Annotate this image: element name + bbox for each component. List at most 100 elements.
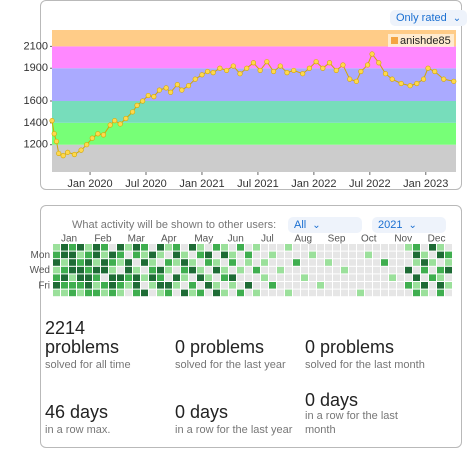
activity-cell (421, 282, 428, 289)
activity-cell (253, 274, 260, 281)
activity-cell (405, 289, 412, 297)
activity-cell (421, 259, 428, 266)
activity-cell (125, 251, 132, 259)
stat-caption: solved for the last month (305, 359, 425, 371)
activity-cell (365, 244, 372, 251)
activity-cell (141, 244, 148, 251)
activity-cell (277, 274, 284, 281)
activity-cell (381, 244, 388, 251)
rating-point (264, 59, 270, 65)
activity-cell (397, 266, 404, 274)
rating-point (78, 147, 84, 153)
activity-cell (133, 289, 140, 297)
activity-cell (381, 274, 388, 281)
activity-cell (181, 259, 188, 266)
activity-cell (133, 244, 140, 251)
activity-cell (301, 282, 308, 289)
activity-cell (117, 251, 124, 259)
activity-cell (413, 274, 420, 281)
activity-cell (301, 251, 308, 259)
activity-cell (285, 266, 292, 274)
activity-cell (181, 274, 188, 281)
activity-cell (341, 289, 348, 297)
activity-cell (165, 274, 172, 281)
visibility-select[interactable]: All (288, 217, 362, 233)
stat-value: 0 days (305, 390, 359, 410)
day-label: Mon (31, 250, 50, 261)
rated-filter[interactable]: Only rated (390, 10, 468, 26)
rating-point (140, 98, 146, 104)
activity-cell (357, 244, 364, 251)
activity-cell (285, 289, 292, 297)
activity-cell (357, 282, 364, 289)
activity-cell (285, 244, 292, 251)
activity-cell (133, 282, 140, 289)
year-select[interactable]: 2021 (372, 217, 446, 233)
activity-cell (149, 282, 156, 289)
activity-cell (445, 244, 452, 251)
activity-cell (141, 251, 148, 259)
activity-cell (77, 251, 84, 259)
activity-cell (77, 282, 84, 289)
activity-cell (189, 251, 196, 259)
activity-cell (333, 289, 340, 297)
activity-cell (85, 259, 92, 266)
activity-cell (133, 274, 140, 281)
activity-cell (213, 251, 220, 259)
activity-cell (317, 266, 324, 274)
activity-cell (333, 266, 340, 274)
activity-cell (333, 274, 340, 281)
activity-cell (189, 244, 196, 251)
rating-point (320, 65, 326, 71)
activity-cell (341, 251, 348, 259)
rating-point (425, 65, 431, 71)
activity-cell (405, 259, 412, 266)
rank-band (52, 101, 456, 123)
activity-cell (157, 282, 164, 289)
rating-point (210, 69, 216, 76)
activity-cell (149, 274, 156, 281)
activity-cell (149, 266, 156, 274)
activity-cell (53, 282, 60, 289)
activity-cell (341, 274, 348, 281)
activity-cell (245, 244, 252, 251)
activity-cell (421, 266, 428, 274)
activity-cell (61, 251, 68, 259)
x-tick-label: Jul 2020 (125, 178, 167, 190)
activity-cell (421, 274, 428, 281)
x-tick-label: Jul 2022 (349, 178, 391, 190)
activity-cell (197, 244, 204, 251)
activity-cell (445, 266, 452, 274)
rating-point (277, 63, 283, 69)
activity-cell (53, 289, 60, 297)
activity-cell (197, 282, 204, 289)
rating-point (156, 87, 163, 93)
rating-point (100, 132, 107, 138)
rating-point (257, 67, 263, 74)
activity-cell (373, 259, 380, 266)
activity-cell (77, 266, 84, 274)
x-tick-label: Jan 2022 (291, 178, 336, 190)
rating-point (313, 59, 319, 65)
activity-cell (349, 259, 356, 266)
activity-cell (437, 251, 444, 259)
activity-cell (189, 266, 196, 274)
rating-point (60, 153, 66, 159)
activity-cell (101, 266, 108, 274)
activity-cell (405, 282, 412, 289)
rating-point (168, 89, 174, 95)
activity-cell (309, 274, 316, 281)
activity-cell (397, 274, 404, 281)
stat-caption: solved for all time (45, 359, 131, 371)
activity-cell (245, 266, 252, 274)
rating-point (230, 63, 236, 69)
activity-cell (341, 244, 348, 251)
activity-cell (445, 289, 452, 297)
activity-cell (165, 266, 172, 274)
rating-point (353, 78, 359, 84)
activity-cell (349, 266, 356, 274)
activity-cell (101, 251, 108, 259)
rating-point (358, 68, 364, 75)
legend-label: anishde85 (400, 35, 451, 47)
activity-cell (109, 274, 116, 281)
